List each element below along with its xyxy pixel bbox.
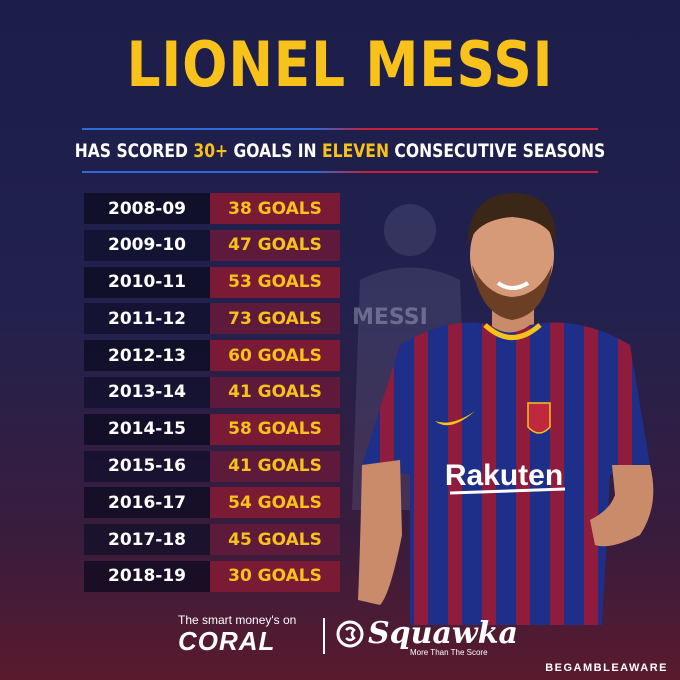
divider-top <box>82 128 598 130</box>
subtitle-highlight-30plus: 30+ <box>193 140 229 162</box>
table-row: 2017-18 45 GOALS <box>84 524 344 556</box>
season-cell: 2011-12 <box>84 303 210 335</box>
goals-cell: 53 GOALS <box>210 266 340 298</box>
table-row: 2018-19 30 GOALS <box>84 560 344 592</box>
squawka-tagline: More Than The Score <box>410 648 488 657</box>
begambleaware-text: BEGAMBLEAWARE <box>545 662 668 674</box>
season-cell: 2008-09 <box>84 193 210 224</box>
background-shirt-name: MESSI <box>352 305 428 330</box>
goals-cell: 45 GOALS <box>210 524 340 556</box>
footer-divider <box>323 618 325 654</box>
table-row: 2014-15 58 GOALS <box>84 413 344 445</box>
season-cell: 2018-19 <box>84 560 210 592</box>
season-cell: 2013-14 <box>84 376 210 408</box>
goals-cell: 73 GOALS <box>210 303 340 335</box>
season-cell: 2009-10 <box>84 229 210 261</box>
subtitle-highlight-eleven: ELEVEN <box>322 140 389 162</box>
goals-cell: 47 GOALS <box>210 229 340 261</box>
goals-cell: 54 GOALS <box>210 487 340 519</box>
table-row: 2015-16 41 GOALS <box>84 450 344 482</box>
table-row: 2012-13 60 GOALS <box>84 340 344 372</box>
table-row: 2011-12 73 GOALS <box>84 303 344 335</box>
table-row: 2010-11 53 GOALS <box>84 266 344 298</box>
season-cell: 2015-16 <box>84 450 210 482</box>
squawka-icon <box>336 620 364 648</box>
season-cell: 2012-13 <box>84 340 210 372</box>
table-row: 2009-10 47 GOALS <box>84 229 344 261</box>
season-cell: 2014-15 <box>84 413 210 445</box>
divider-bottom <box>82 171 598 173</box>
goals-cell: 38 GOALS <box>210 193 340 224</box>
season-cell: 2010-11 <box>84 266 210 298</box>
season-cell: 2017-18 <box>84 524 210 556</box>
coral-logo: CORAL <box>178 626 276 656</box>
player-illustration: Rakuten <box>358 193 654 625</box>
goals-cell: 30 GOALS <box>210 560 340 592</box>
page-title: LIONEL MESSI <box>126 28 554 101</box>
squawka-logo: Squawka <box>368 616 518 651</box>
subtitle-part1: HAS SCORED <box>74 140 194 162</box>
goals-cell: 41 GOALS <box>210 376 340 408</box>
table-row: 2016-17 54 GOALS <box>84 487 344 519</box>
goals-cell: 60 GOALS <box>210 340 340 372</box>
sponsor-line: The smart money's on <box>178 613 297 627</box>
season-cell: 2016-17 <box>84 487 210 519</box>
goals-cell: 58 GOALS <box>210 413 340 445</box>
subtitle-part3: CONSECUTIVE SEASONS <box>388 140 606 162</box>
seasons-table: 2008-09 38 GOALS 2009-10 47 GOALS 2010-1… <box>84 193 344 598</box>
table-row: 2013-14 41 GOALS <box>84 376 344 408</box>
table-row: 2008-09 38 GOALS <box>84 193 344 224</box>
subtitle-part2: GOALS IN <box>228 140 323 162</box>
shirt-sponsor: Rakuten <box>445 459 563 492</box>
subtitle: HAS SCORED 30+ GOALS IN ELEVEN CONSECUTI… <box>61 140 619 162</box>
goals-cell: 41 GOALS <box>210 450 340 482</box>
